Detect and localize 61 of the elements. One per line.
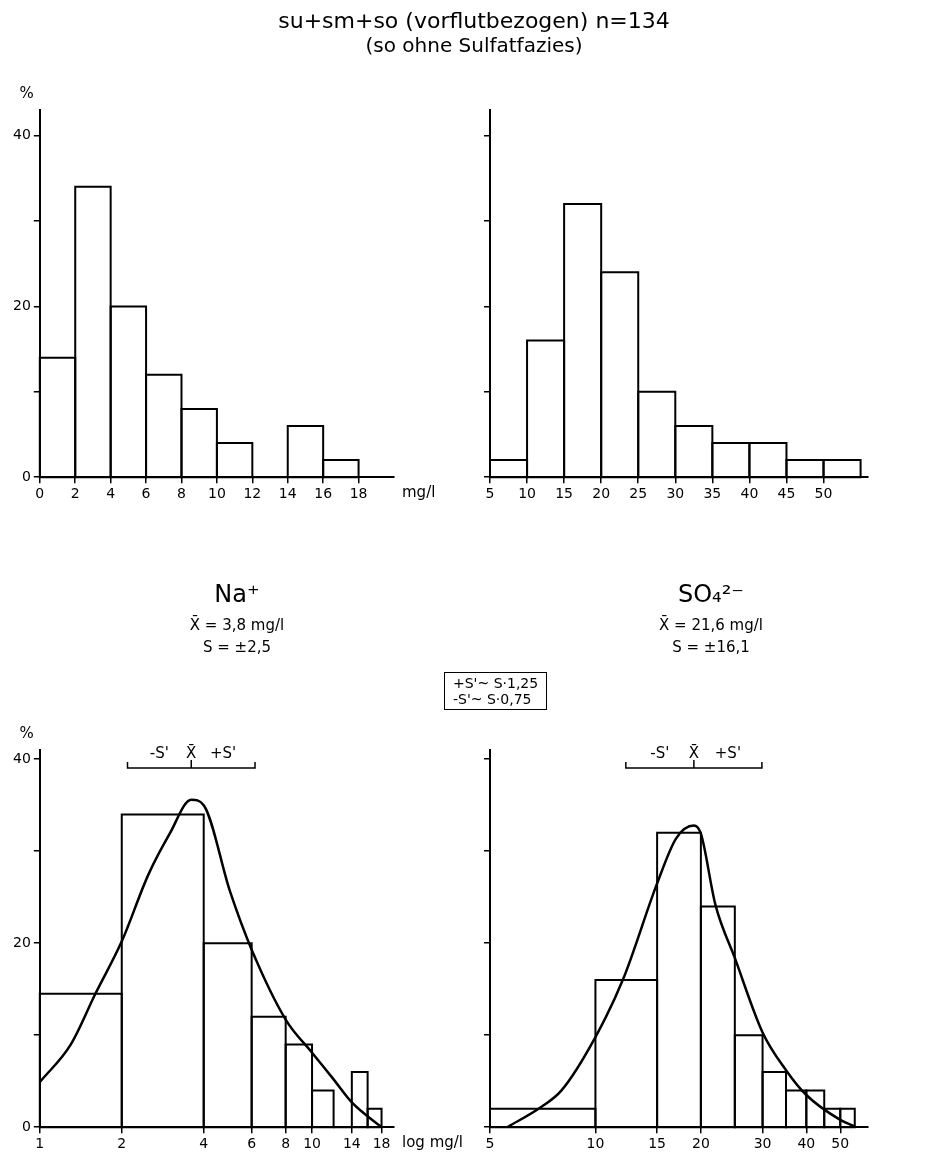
x-tick-label: 18 — [372, 1135, 391, 1152]
x-tick-label: 10 — [303, 1135, 321, 1152]
x-tick-label: 6 — [141, 485, 151, 502]
x-tick-label: 30 — [666, 485, 685, 502]
annotation: -S' — [149, 744, 169, 763]
x-tick-label: 4 — [199, 1135, 209, 1152]
annotation: -S' — [650, 744, 670, 763]
x-tick-label: 5 — [485, 485, 495, 502]
x-axis-title: mg/l — [402, 482, 436, 501]
chart-subtitle: X̄ = 21,6 mg/l — [658, 616, 764, 634]
x-tick-label: 1 — [35, 1135, 45, 1152]
x-tick-label: 30 — [753, 1135, 772, 1152]
x-tick-label: 16 — [314, 485, 333, 502]
x-tick-label: 15 — [555, 485, 574, 502]
x-tick-label: 50 — [831, 1135, 850, 1152]
text: -S'~ S·0,75 — [453, 691, 533, 707]
y-tick-label: 20 — [12, 297, 31, 314]
x-tick-label: 10 — [586, 1135, 605, 1152]
x-tick-label: 20 — [592, 485, 611, 502]
x-tick-label: 40 — [797, 1135, 816, 1152]
chart-title: Na⁺ — [213, 579, 261, 608]
x-tick-label: 8 — [177, 485, 186, 502]
x-tick-label: 35 — [703, 485, 722, 502]
x-tick-label: 45 — [777, 485, 796, 502]
y-tick-label: 40 — [12, 126, 31, 143]
y-axis-title: % — [19, 724, 34, 743]
x-tick-label: 8 — [281, 1135, 291, 1152]
x-tick-label: 20 — [691, 1135, 710, 1152]
text: S = ±16,1 — [671, 638, 751, 656]
annotation: +S' — [210, 744, 237, 763]
x-tick-label: 15 — [648, 1135, 667, 1152]
x-tick-label: 4 — [106, 485, 116, 502]
text: +S'~ S·1,25 — [453, 675, 539, 691]
x-tick-label: 0 — [35, 485, 45, 502]
annotation: X̄ — [688, 743, 700, 763]
x-tick-label: 50 — [814, 485, 833, 502]
text: S = ±2,5 — [201, 638, 273, 656]
y-tick-label: 40 — [12, 749, 31, 766]
x-tick-label: 40 — [740, 485, 759, 502]
chart-subtitle: X̄ = 3,8 mg/l — [188, 616, 286, 634]
x-tick-label: 14 — [342, 1135, 361, 1152]
x-axis-title: log mg/l — [402, 1132, 463, 1151]
x-tick-label: 25 — [629, 485, 648, 502]
chart-title: SO₄²⁻ — [676, 579, 745, 608]
y-tick-label: 0 — [21, 1117, 31, 1134]
x-tick-label: 10 — [207, 485, 226, 502]
annotation: X̄ — [186, 743, 197, 763]
x-tick-label: 5 — [485, 1135, 495, 1152]
text: su+sm+so (vorflutbezogen) n=134 — [277, 8, 671, 33]
x-tick-label: 14 — [278, 485, 297, 502]
x-tick-label: 18 — [349, 485, 368, 502]
annotation: +S' — [714, 744, 742, 763]
x-tick-label: 2 — [70, 485, 80, 502]
x-tick-label: 12 — [243, 485, 262, 502]
x-tick-label: 10 — [518, 485, 536, 502]
x-tick-label: 6 — [247, 1135, 257, 1152]
y-axis-title: % — [19, 84, 34, 103]
text: (so ohne Sulfatfazies) — [364, 33, 584, 57]
x-tick-label: 2 — [117, 1135, 127, 1152]
y-tick-label: 20 — [12, 933, 31, 950]
y-tick-label: 0 — [21, 467, 31, 484]
